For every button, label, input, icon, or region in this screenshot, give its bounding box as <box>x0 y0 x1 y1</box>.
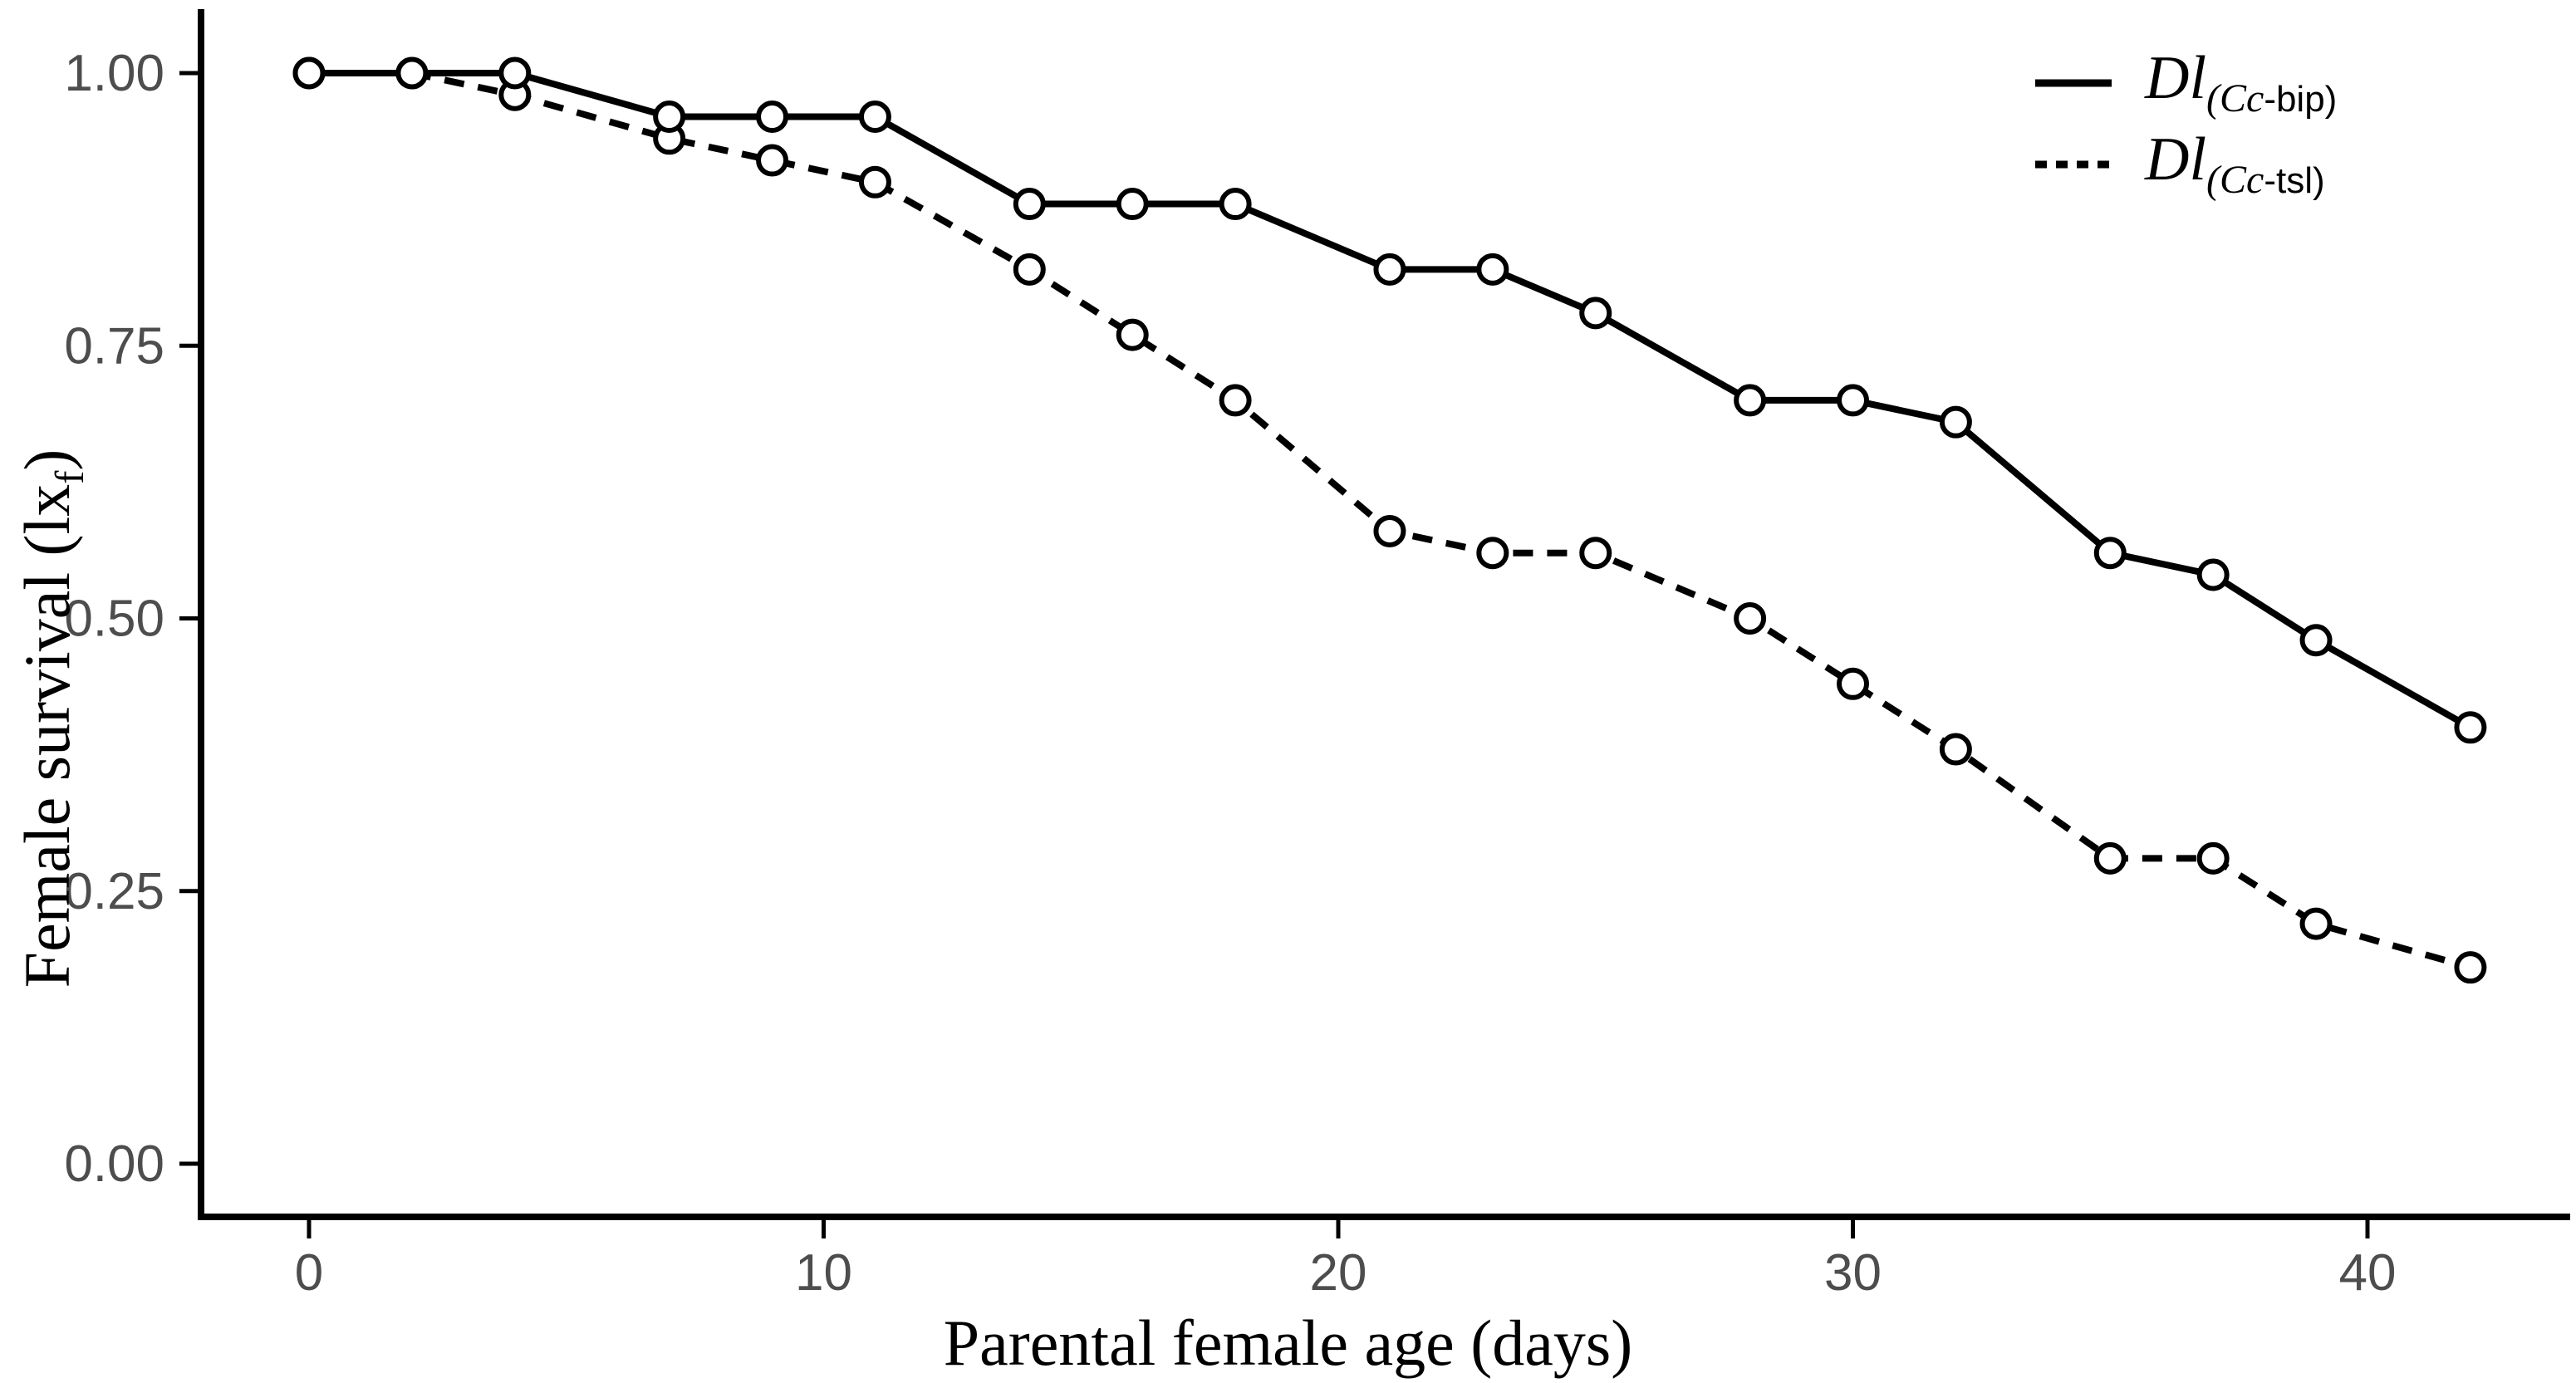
data-point-marker <box>1734 602 1767 635</box>
data-point-marker <box>2093 537 2127 570</box>
data-point-marker <box>1219 384 1252 417</box>
data-point-marker <box>395 56 429 90</box>
legend-item-bip: Dl(Cc-bip) <box>2034 47 2337 119</box>
data-point-marker <box>653 101 686 134</box>
legend-label-tsl-sub-italic: (Cc <box>2206 157 2264 202</box>
solid-line-swatch-icon <box>2035 79 2112 87</box>
legend-item-tsl: Dl(Cc-tsl) <box>2034 129 2337 200</box>
y-tick-label: 0.00 <box>64 1135 164 1193</box>
data-point-marker <box>1734 384 1767 417</box>
legend: Dl(Cc-bip) Dl(Cc-tsl) <box>2034 47 2337 200</box>
data-point-marker <box>2454 951 2487 984</box>
x-tick-label: 40 <box>2339 1244 2397 1302</box>
x-tick-label: 0 <box>295 1244 323 1302</box>
x-axis-title: Parental female age (days) <box>943 1307 1633 1379</box>
data-point-marker <box>1373 514 1406 547</box>
legend-label-tsl-sub-plain: -tsl) <box>2264 159 2325 201</box>
data-point-marker <box>1373 253 1406 286</box>
legend-label-bip-sub-plain: -bip) <box>2264 78 2338 120</box>
x-tick-label: 10 <box>795 1244 852 1302</box>
data-point-marker <box>2196 841 2230 875</box>
y-tick-label: 1.00 <box>64 45 164 102</box>
legend-label-bip-sub-italic: (Cc <box>2206 76 2264 120</box>
data-point-marker <box>756 144 789 177</box>
data-point-marker <box>1476 253 1509 286</box>
legend-label-tsl-main: Dl <box>2145 125 2206 194</box>
legend-label-bip: Dl(Cc-bip) <box>2145 47 2337 119</box>
data-point-marker <box>1939 733 1972 766</box>
data-point-marker <box>1013 188 1046 221</box>
data-point-marker <box>756 101 789 134</box>
data-point-marker <box>498 56 532 90</box>
data-point-marker <box>1579 537 1612 570</box>
data-point-marker <box>1013 253 1046 286</box>
data-point-marker <box>2299 624 2333 657</box>
data-point-marker <box>292 56 326 90</box>
legend-label-bip-main: Dl <box>2145 44 2206 113</box>
data-point-marker <box>1837 667 1869 700</box>
dashed-line-swatch-icon <box>2035 160 2112 169</box>
data-point-marker <box>1116 318 1149 351</box>
data-point-marker <box>1837 384 1869 417</box>
data-point-marker <box>1116 188 1149 221</box>
y-axis-title: Female survival (lxf) <box>10 449 93 988</box>
x-tick-label: 30 <box>1824 1244 1882 1302</box>
x-tick-label: 20 <box>1310 1244 1367 1302</box>
y-axis-title-text: Female survival (lx <box>11 483 84 988</box>
data-point-marker <box>2454 711 2487 744</box>
y-tick-label: 0.25 <box>64 863 164 920</box>
data-point-marker <box>2299 907 2333 940</box>
data-point-marker <box>1219 188 1252 221</box>
data-point-marker <box>858 165 891 199</box>
y-tick-label: 0.75 <box>64 317 164 375</box>
legend-label-tsl: Dl(Cc-tsl) <box>2145 129 2325 200</box>
y-tick-label: 0.50 <box>64 591 164 648</box>
data-point-marker <box>858 101 891 134</box>
data-point-marker <box>1939 405 1972 439</box>
data-point-marker <box>1579 297 1612 330</box>
y-axis-title-close: ) <box>11 449 84 471</box>
data-point-marker <box>2196 558 2230 591</box>
data-point-marker <box>1476 537 1509 570</box>
y-axis-title-subscript: f <box>47 470 92 484</box>
data-point-marker <box>2093 841 2127 875</box>
